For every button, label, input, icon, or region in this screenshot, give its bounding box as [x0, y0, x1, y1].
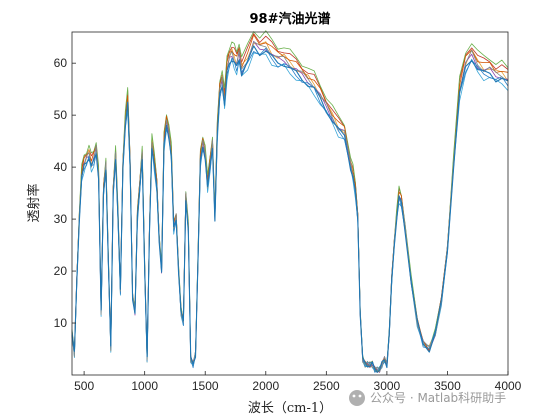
x-tick-label: 500 [74, 379, 94, 393]
x-tick-label: 2500 [313, 379, 340, 393]
y-tick-label: 30 [54, 212, 68, 226]
watermark-text: 公众号 · Matlab科研助手 [370, 391, 506, 405]
wechat-icon-eye-left [352, 394, 356, 398]
y-tick-label: 20 [54, 264, 68, 278]
spectrum-line-1 [71, 33, 509, 373]
y-tick-label: 50 [54, 108, 68, 122]
x-tick-label: 4000 [495, 379, 522, 393]
spectrum-line-4 [71, 30, 509, 372]
y-tick-label: 10 [54, 316, 68, 330]
chart-title: 98#汽油光谱 [250, 11, 331, 27]
watermark: 公众号 · Matlab科研助手 [349, 390, 506, 406]
x-tick-label: 2000 [252, 379, 279, 393]
y-tick-label: 40 [54, 160, 68, 174]
x-axis-ticks: 500 1000 1500 2000 2500 3000 3500 4000 [74, 371, 522, 393]
x-tick-label: 1000 [131, 379, 158, 393]
spectra-series-group [71, 30, 509, 373]
wechat-icon-eye-right [358, 394, 362, 398]
y-axis-label: 透射率 [26, 183, 42, 222]
x-axis-label: 波长（cm-1） [248, 401, 332, 416]
x-tick-label: 3000 [374, 379, 401, 393]
wechat-icon [349, 390, 365, 406]
plot-box [71, 31, 509, 376]
spectrum-line-9 [71, 45, 509, 373]
y-tick-label: 60 [54, 56, 68, 70]
x-tick-label: 3500 [434, 379, 461, 393]
x-tick-label: 1500 [192, 379, 219, 393]
y-axis-ticks: 10 20 30 40 50 60 [54, 56, 76, 330]
spectrum-line-6 [71, 34, 509, 373]
